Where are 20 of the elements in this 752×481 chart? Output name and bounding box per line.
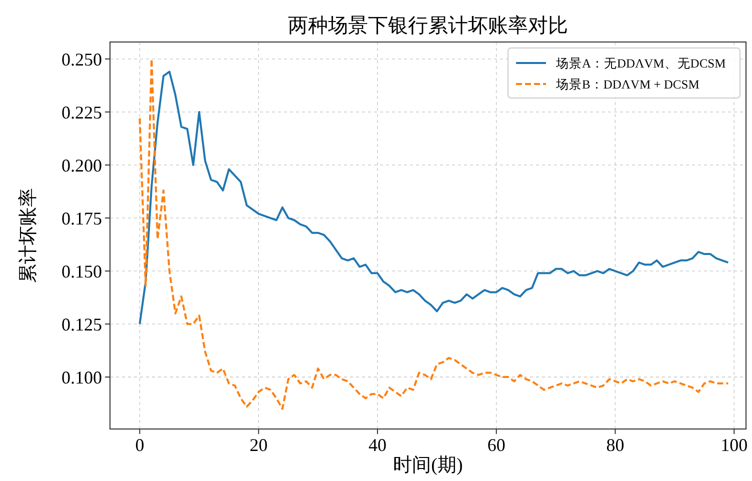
- y-tick-label: 0.250: [62, 49, 102, 70]
- x-tick-label: 60: [487, 435, 506, 455]
- y-tick-label: 0.200: [62, 155, 102, 176]
- y-tick-label: 0.175: [62, 208, 102, 228]
- x-tick-label: 80: [606, 435, 624, 455]
- y-tick-label: 0.225: [62, 102, 102, 122]
- line-series: [138, 58, 730, 410]
- x-axis-title: 时间(期): [393, 455, 463, 476]
- y-axis-title: 累计坏账率: [17, 188, 39, 283]
- legend-label: 场景A：无DDΛVM、无DCSM: [555, 56, 726, 70]
- x-tick-label: 40: [368, 435, 386, 455]
- chart-title: 两种场景下银行累计坏账率对比: [288, 15, 568, 37]
- legend-label: 场景B：DDΛVM + DCSM: [555, 77, 700, 92]
- y-tick-label: 0.125: [62, 314, 102, 334]
- y-tick-label: 0.150: [62, 261, 102, 282]
- line-series: [138, 70, 730, 326]
- x-tick-label: 20: [250, 435, 268, 455]
- x-tick-label: 100: [720, 435, 748, 455]
- y-tick-label: 0.100: [62, 367, 102, 388]
- x-tick-label: 0: [135, 435, 144, 455]
